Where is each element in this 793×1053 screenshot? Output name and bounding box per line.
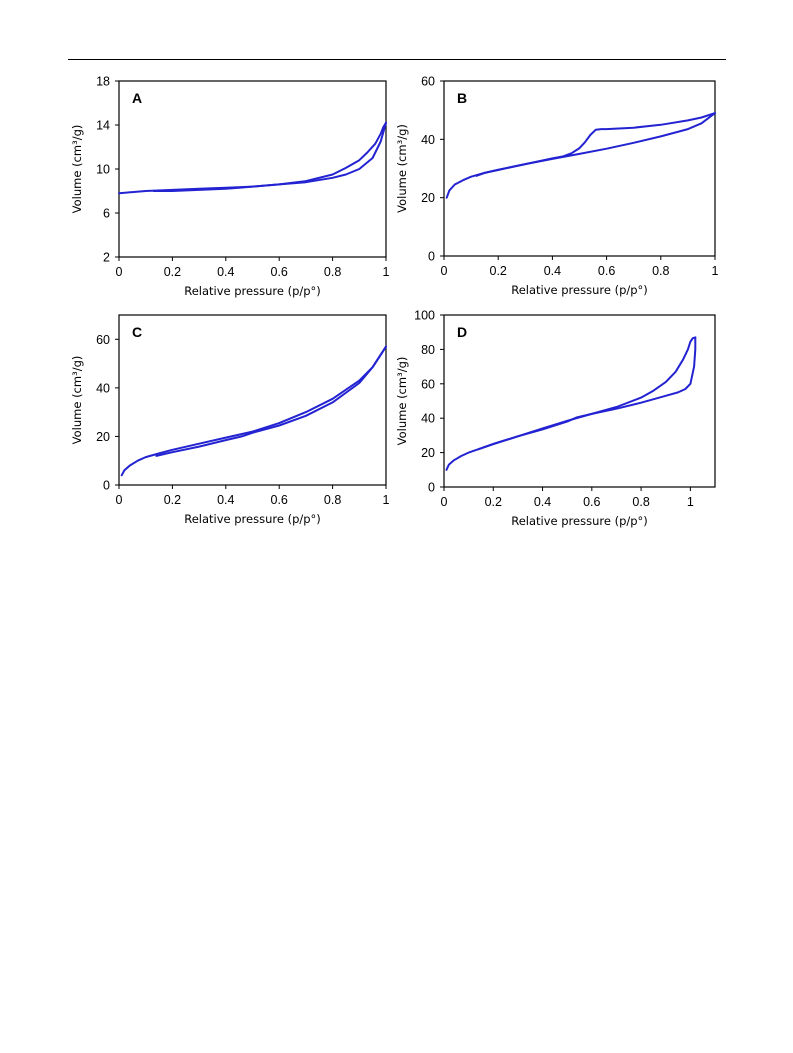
x-tick-label: 0.6 — [271, 265, 288, 279]
adsorption-curve — [118, 121, 387, 195]
x-axis-label: Relative pressure (p/p°) — [511, 514, 648, 528]
x-tick-label: 1 — [687, 495, 694, 509]
y-axis-label: Volume (cm³/g) — [395, 357, 409, 446]
y-tick-label: 100 — [414, 309, 435, 323]
adsorption-curve — [445, 336, 697, 471]
x-tick-label: 0.4 — [544, 264, 561, 278]
y-tick-label: 14 — [96, 119, 110, 133]
y-tick-label: 0 — [103, 479, 110, 493]
x-tick-label: 0.2 — [485, 495, 502, 509]
panel-label: A — [132, 90, 142, 106]
x-tick-label: 0.6 — [271, 493, 288, 507]
x-tick-label: 0.8 — [324, 265, 341, 279]
y-axis-label: Volume (cm³/g) — [70, 125, 84, 214]
y-tick-label: 6 — [103, 207, 110, 221]
x-tick-label: 0 — [116, 493, 123, 507]
y-tick-label: 18 — [96, 75, 110, 89]
panel-label: B — [457, 90, 467, 106]
panel-d: D 0 0.2 0.4 0.6 0.8 1 0 20 40 60 80 100 Relative pres… — [395, 309, 716, 528]
x-tick-label: 0 — [441, 264, 448, 278]
x-tick-label: 0.6 — [583, 495, 600, 509]
y-axis-label: Volume (cm³/g) — [70, 356, 84, 445]
y-tick-label: 10 — [96, 163, 110, 177]
desorption-curve — [475, 112, 716, 177]
y-tick-label: 60 — [421, 377, 435, 391]
plot-frame — [118, 314, 387, 486]
plot-frame — [443, 80, 716, 257]
x-axis-label: Relative pressure (p/p°) — [511, 283, 648, 297]
x-axis-label: Relative pressure (p/p°) — [184, 512, 321, 526]
x-tick-label: 0.4 — [217, 493, 234, 507]
y-tick-label: 40 — [421, 412, 435, 426]
header-rule — [68, 59, 726, 60]
y-tick-label: 2 — [103, 251, 110, 265]
plot-frame — [118, 80, 387, 258]
x-tick-label: 0.4 — [217, 265, 234, 279]
y-tick-label: 60 — [421, 75, 435, 89]
x-tick-label: 0.4 — [534, 495, 551, 509]
x-tick-label: 0 — [441, 495, 448, 509]
desorption-curve — [155, 345, 387, 457]
desorption-curve — [477, 336, 697, 451]
panel-label: C — [132, 324, 142, 340]
panel-c: C 0 0.2 0.4 0.6 0.8 1 0 20 40 60 Relative pressure … — [70, 314, 390, 526]
x-tick-label: 0.2 — [164, 265, 181, 279]
adsorption-curve — [120, 345, 387, 477]
y-tick-label: 40 — [96, 381, 110, 395]
x-tick-label: 0.8 — [632, 495, 649, 509]
y-tick-label: 20 — [421, 446, 435, 460]
y-axis-label: Volume (cm³/g) — [395, 124, 409, 213]
y-tick-label: 80 — [421, 343, 435, 357]
panel-b: B 0 0.2 0.4 0.6 0.8 1 0 20 40 60 Relative pressure … — [395, 75, 719, 298]
plot-frame — [443, 314, 716, 488]
desorption-curve — [152, 121, 387, 192]
x-tick-label: 0.6 — [598, 264, 615, 278]
x-tick-label: 1 — [383, 493, 390, 507]
x-tick-label: 1 — [712, 264, 719, 278]
y-tick-label: 60 — [96, 333, 110, 347]
x-tick-label: 0 — [116, 265, 123, 279]
x-tick-label: 0.2 — [164, 493, 181, 507]
x-tick-label: 0.2 — [490, 264, 507, 278]
y-tick-label: 20 — [96, 430, 110, 444]
x-axis-label: Relative pressure (p/p°) — [184, 284, 321, 298]
adsorption-curve — [445, 112, 716, 199]
y-tick-label: 20 — [421, 191, 435, 205]
x-tick-label: 0.8 — [652, 264, 669, 278]
y-tick-label: 0 — [428, 481, 435, 495]
x-tick-label: 1 — [383, 265, 390, 279]
panel-label: D — [457, 324, 467, 340]
y-tick-label: 0 — [428, 250, 435, 264]
y-tick-label: 40 — [421, 133, 435, 147]
x-tick-label: 0.8 — [324, 493, 341, 507]
panel-a: A 0 0.2 0.4 0.6 0.8 1 2 6 10 14 18 Relative pressure… — [70, 75, 390, 299]
